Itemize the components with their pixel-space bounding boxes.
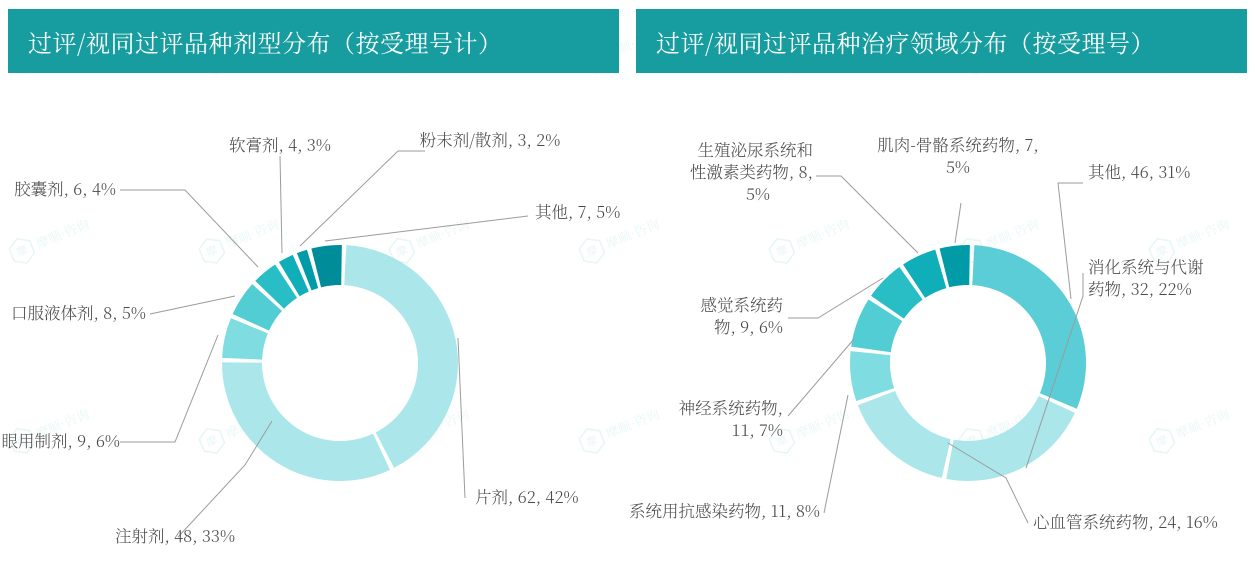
svg-text:软膏剂, 4, 3%: 软膏剂, 4, 3% [229,132,331,156]
svg-text:感觉系统药: 感觉系统药 [701,292,784,316]
svg-text:11, 7%: 11, 7% [732,417,783,441]
svg-text:粉末剂/散剂, 3, 2%: 粉末剂/散剂, 3, 2% [420,127,561,151]
svg-text:系统用抗感染药物, 11, 8%: 系统用抗感染药物, 11, 8% [629,498,820,522]
svg-text:注射剂, 48, 33%: 注射剂, 48, 33% [115,523,235,547]
svg-text:心血管系统药物, 24, 16%: 心血管系统药物, 24, 16% [1033,509,1218,533]
svg-text:消化系统与代谢: 消化系统与代谢 [1088,254,1204,278]
svg-text:生殖泌尿系统和: 生殖泌尿系统和 [698,137,814,161]
svg-text:5%: 5% [746,181,770,205]
svg-text:眼用制剂, 9, 6%: 眼用制剂, 9, 6% [1,428,120,452]
svg-text:神经系统药物,: 神经系统药物, [679,395,783,419]
svg-text:物, 9, 6%: 物, 9, 6% [714,314,783,338]
svg-text:药物, 32, 22%: 药物, 32, 22% [1088,276,1192,300]
svg-text:其他, 7, 5%: 其他, 7, 5% [535,199,620,223]
svg-text:片剂, 62, 42%: 片剂, 62, 42% [475,484,579,508]
svg-text:5%: 5% [946,154,970,178]
svg-text:口服液体剂, 8, 5%: 口服液体剂, 8, 5% [11,300,146,324]
svg-text:胶囊剂, 6, 4%: 胶囊剂, 6, 4% [14,176,116,200]
svg-text:性激素类药物, 8,: 性激素类药物, 8, [690,159,813,183]
svg-text:肌肉-骨骼系统药物, 7,: 肌肉-骨骼系统药物, 7, [877,132,1039,156]
svg-text:其他, 46, 31%: 其他, 46, 31% [1088,159,1190,183]
